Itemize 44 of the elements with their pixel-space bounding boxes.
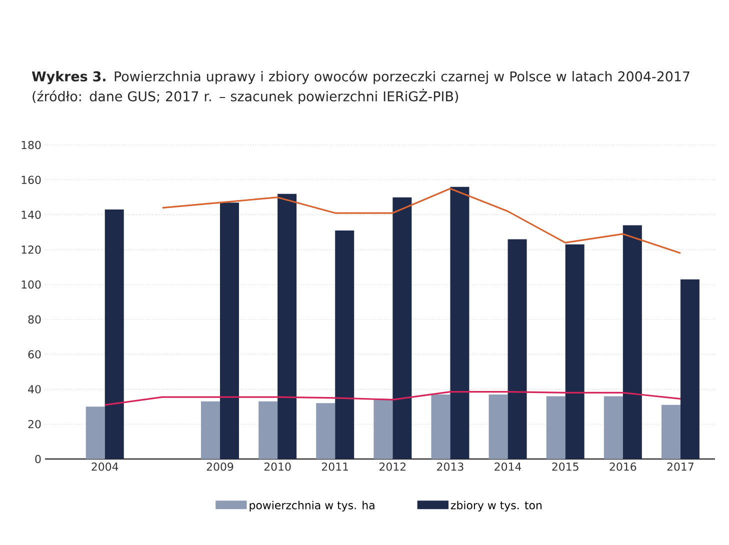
- bar: [508, 239, 527, 459]
- y-tick-label: 0: [35, 454, 41, 464]
- bar: [546, 396, 566, 459]
- legend-label: zbiory w tys. ton: [450, 500, 542, 512]
- x-tick-label: 2013: [437, 462, 464, 471]
- x-tick-label: 2011: [322, 462, 348, 471]
- line-series: [162, 188, 682, 254]
- y-tick-label: 40: [28, 385, 41, 394]
- x-tick-label: 2016: [610, 462, 636, 471]
- x-tick-label: 2015: [552, 462, 578, 471]
- bar: [220, 202, 239, 459]
- bar: [104, 210, 124, 459]
- bar: [392, 197, 412, 459]
- x-tick-label: 2012: [380, 462, 406, 471]
- y-tick-label: 60: [28, 350, 41, 358]
- y-tick-label: 140: [22, 210, 41, 219]
- x-tick-label: 2017: [667, 462, 694, 471]
- bar: [374, 400, 393, 459]
- bar: [258, 401, 278, 459]
- bar: [680, 279, 700, 459]
- x-tick-label: 2009: [206, 462, 234, 471]
- y-tick-label: 160: [22, 176, 41, 184]
- bar: [604, 396, 623, 459]
- bar: [86, 406, 105, 459]
- bar: [200, 401, 220, 459]
- bar: [278, 194, 297, 459]
- bar: [335, 230, 354, 459]
- x-tick-label: 2014: [494, 462, 522, 471]
- bar: [431, 394, 450, 459]
- bar: [488, 394, 508, 459]
- bar: [661, 404, 680, 459]
- y-tick-label: 80: [28, 315, 41, 324]
- x-tick-label: 2004: [92, 462, 118, 471]
- bar: [316, 403, 336, 459]
- x-tick-label: 2010: [264, 462, 291, 471]
- chart-title: Wykres 3. Powierzchnia uprawy i zbiory owoców porzeczki czarnej w Polsce w latach 2004-2017 (źródło: dane GUS; 2017 r. – szacunek powierzchni IERiGŻ-PIB): [32, 70, 690, 104]
- bar: [622, 225, 642, 459]
- y-tick-label: 100: [22, 280, 41, 289]
- legend-label: powierzchnia w tys. ha: [250, 500, 374, 512]
- bar: [565, 244, 584, 459]
- y-tick-label: 120: [22, 246, 41, 254]
- bar: [450, 186, 470, 459]
- y-tick-label: 180: [22, 140, 41, 150]
- y-tick-label: 20: [28, 420, 41, 428]
